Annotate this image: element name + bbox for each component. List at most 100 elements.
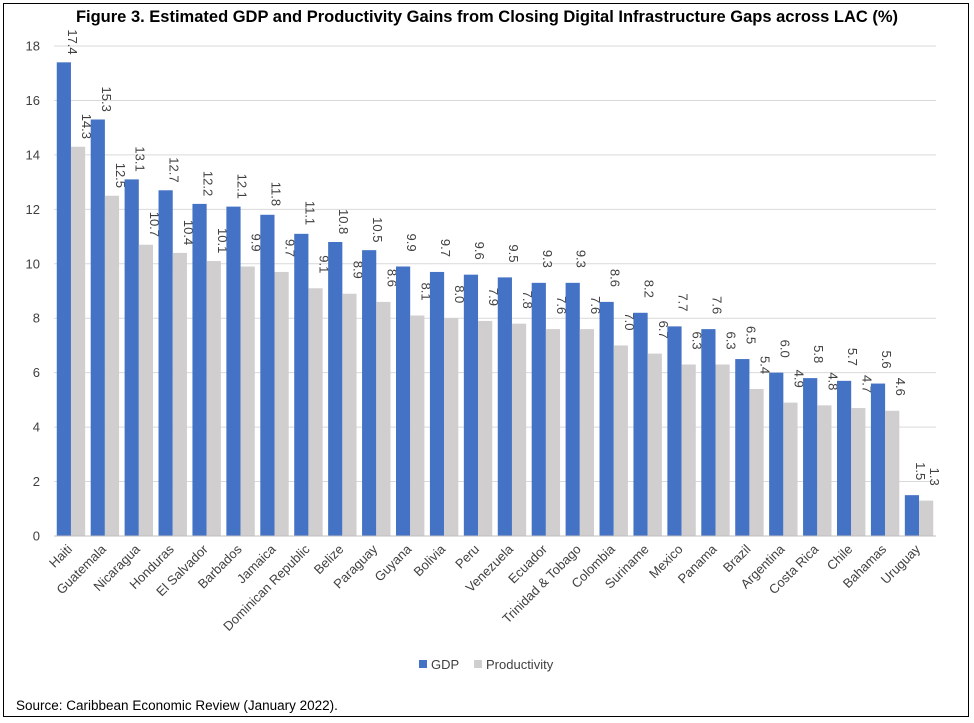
gdp-bar	[735, 359, 750, 536]
y-tick-label: 16	[26, 93, 40, 108]
x-tick-label: Guyana	[372, 541, 415, 584]
gdp-bar	[599, 301, 614, 536]
productivity-data-label: 7.6	[554, 296, 569, 314]
productivity-data-label: 4.8	[825, 372, 840, 390]
gdp-data-label: 5.8	[811, 345, 826, 363]
productivity-bar	[376, 301, 391, 536]
gdp-data-label: 11.8	[268, 182, 283, 206]
y-tick-label: 18	[26, 39, 40, 54]
productivity-data-label: 7.6	[588, 296, 603, 314]
gdp-data-label: 9.5	[506, 244, 521, 262]
productivity-data-label: 1.3	[927, 468, 942, 486]
gdp-data-label: 1.5	[913, 462, 928, 480]
gdp-bar	[803, 378, 818, 536]
productivity-data-label: 10.7	[147, 212, 162, 237]
productivity-bar	[919, 500, 934, 536]
productivity-bar	[545, 329, 561, 536]
y-tick-label: 4	[33, 420, 40, 435]
gdp-data-label: 9.6	[472, 242, 487, 260]
gdp-bar	[56, 62, 71, 536]
productivity-data-label: 9.9	[249, 234, 264, 252]
productivity-data-label: 4.9	[791, 370, 806, 388]
gdp-bar	[769, 372, 784, 536]
gdp-bar	[633, 312, 648, 536]
gdp-bar	[90, 119, 105, 536]
gdp-bar	[836, 380, 852, 536]
productivity-bar	[613, 345, 628, 536]
productivity-bar	[681, 364, 696, 536]
gdp-bar	[328, 242, 343, 536]
productivity-bar	[511, 323, 527, 536]
productivity-bar	[783, 402, 798, 536]
gdp-data-label: 9.7	[438, 239, 453, 257]
y-tick-label: 12	[26, 202, 40, 217]
productivity-data-label: 8.6	[384, 269, 399, 287]
gdp-bar	[701, 329, 716, 536]
productivity-data-label: 8.1	[418, 283, 433, 301]
gdp-bar	[362, 250, 377, 536]
productivity-data-label: 10.4	[181, 220, 196, 245]
gdp-bar	[260, 214, 275, 536]
productivity-data-label: 10.1	[215, 228, 230, 253]
x-tick-label: Peru	[452, 542, 482, 572]
gdp-data-label: 7.7	[675, 293, 690, 311]
productivity-data-label: 7.0	[622, 312, 637, 330]
productivity-data-label: 9.7	[283, 239, 298, 257]
gdp-data-label: 7.6	[709, 296, 724, 314]
legend-swatch-gdp	[419, 660, 427, 668]
productivity-data-label: 8.9	[350, 261, 365, 279]
productivity-data-label: 6.3	[724, 332, 739, 350]
y-tick-label: 10	[26, 256, 40, 271]
productivity-data-label: 6.7	[656, 321, 671, 339]
gdp-bar	[294, 233, 309, 537]
productivity-data-label: 4.7	[859, 375, 874, 393]
gdp-data-label: 8.6	[608, 269, 623, 287]
productivity-data-label: 4.6	[893, 378, 908, 396]
productivity-bar	[138, 244, 154, 536]
gdp-data-label: 12.1	[234, 174, 249, 199]
productivity-data-label: 9.1	[317, 255, 332, 273]
gdp-data-label: 17.4	[65, 29, 80, 54]
gdp-bar	[667, 326, 682, 536]
productivity-bar	[70, 146, 86, 536]
gdp-data-label: 12.7	[167, 157, 182, 182]
gdp-data-label: 6.5	[743, 326, 758, 344]
gdp-data-label: 10.5	[370, 217, 385, 242]
productivity-bar	[274, 271, 289, 536]
productivity-bar	[579, 329, 595, 536]
gdp-data-label: 15.3	[99, 87, 114, 112]
gdp-bar	[497, 277, 512, 536]
productivity-data-label: 8.0	[452, 285, 467, 303]
productivity-bar	[342, 293, 357, 536]
productivity-bar	[851, 408, 866, 536]
figure-frame: Figure 3. Estimated GDP and Productivity…	[3, 3, 969, 717]
source-note: Source: Caribbean Economic Review (Janua…	[16, 698, 338, 713]
gdp-data-label: 13.1	[133, 146, 148, 171]
productivity-data-label: 5.4	[758, 356, 773, 374]
gdp-data-label: 6.0	[777, 340, 792, 358]
gdp-bar	[429, 271, 445, 536]
gdp-data-label: 5.7	[845, 348, 860, 366]
productivity-bar	[715, 364, 730, 536]
legend-label-productivity: Productivity	[486, 657, 554, 672]
y-tick-label: 14	[26, 147, 40, 162]
gdp-bar	[565, 282, 580, 536]
productivity-data-label: 14.3	[79, 114, 94, 139]
gdp-data-label: 8.2	[642, 280, 657, 298]
gdp-data-label: 12.2	[201, 171, 216, 196]
productivity-bar	[817, 405, 832, 536]
gdp-data-label: 9.3	[574, 250, 589, 268]
gdp-data-label: 10.8	[336, 209, 351, 234]
productivity-data-label: 12.5	[113, 163, 128, 188]
productivity-bar	[444, 318, 459, 536]
y-tick-label: 0	[33, 529, 40, 544]
gdp-bar	[531, 282, 546, 536]
productivity-bar	[104, 195, 120, 536]
productivity-bar	[647, 353, 662, 536]
productivity-data-label: 7.9	[486, 288, 501, 306]
x-tick-label: Haiti	[46, 541, 75, 570]
gdp-bar	[904, 495, 920, 536]
gdp-bar	[158, 190, 173, 536]
productivity-bar	[240, 266, 255, 536]
